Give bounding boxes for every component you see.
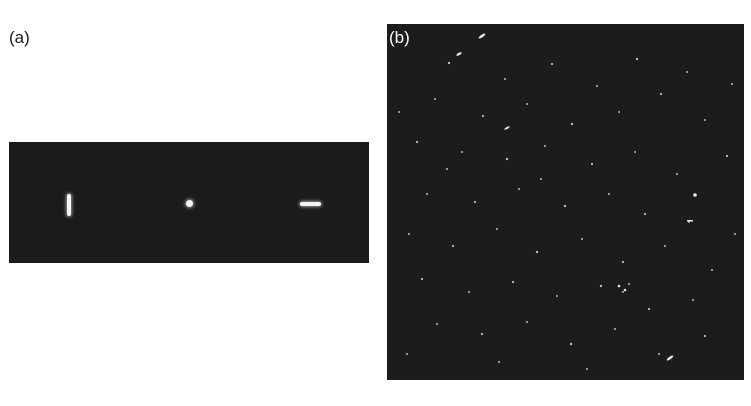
horizontal-spot [300,202,321,206]
panel-b-label: (b) [389,28,410,47]
panel-b-image [387,24,744,380]
panel-a-image [9,142,369,263]
panel-a-label: (a) [9,28,30,47]
round-spot [186,200,193,207]
particle-field [398,33,736,370]
vertical-spot [67,194,71,216]
